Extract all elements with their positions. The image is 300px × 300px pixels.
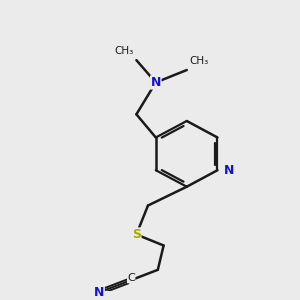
Text: N: N	[94, 286, 104, 299]
Text: N: N	[151, 76, 161, 89]
Text: CH₃: CH₃	[190, 56, 209, 66]
Text: C: C	[127, 273, 135, 283]
Text: S: S	[132, 228, 141, 241]
Text: N: N	[224, 164, 234, 177]
Text: CH₃: CH₃	[114, 46, 134, 56]
